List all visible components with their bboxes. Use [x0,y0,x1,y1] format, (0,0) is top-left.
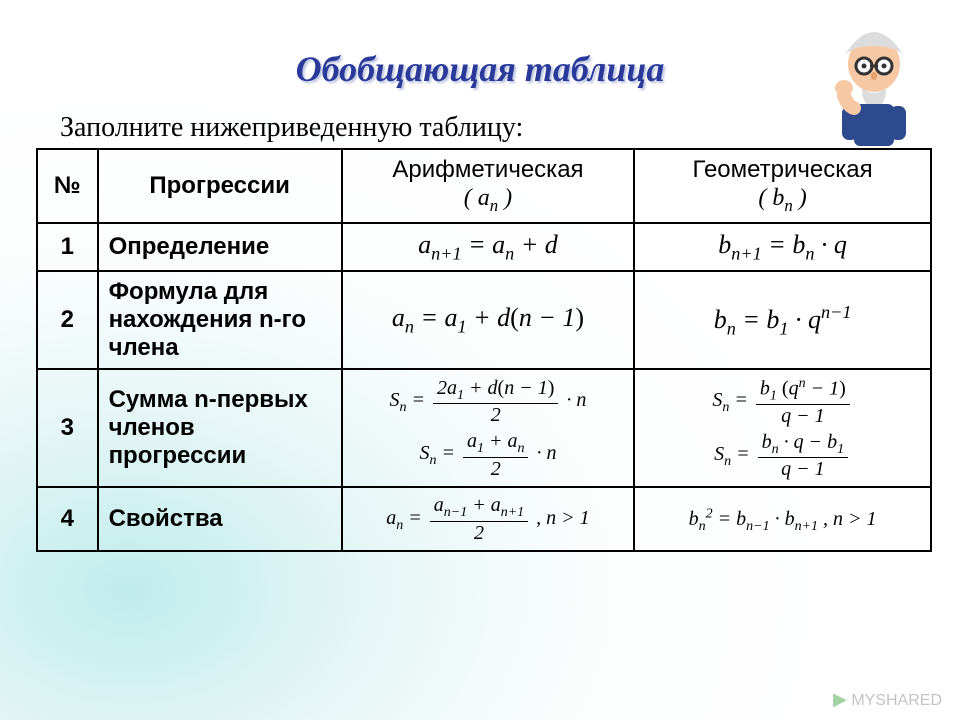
cell-formula: an = a1 + d(n − 1) [342,271,635,369]
row-label: Формула для нахождения n-го члена [98,271,342,369]
progression-table: № Прогрессии Арифметическая ( an ) Геоме… [36,148,932,552]
page-title: Обобщающая таблица [0,48,960,90]
row-num: 1 [37,223,98,271]
row-num: 2 [37,271,98,369]
cell-formula: bn = b1 · qn−1 [634,271,931,369]
watermark: ▶ MYSHARED [833,689,942,710]
cell-formula: bn+1 = bn · q [634,223,931,271]
watermark-text: MYSHARED [851,692,942,709]
cell-formula: Sn = 2a1 + d(n − 1)2 · n Sn = a1 + an2 ·… [342,369,635,487]
header-arith: Арифметическая ( an ) [342,149,635,223]
row-label: Определение [98,223,342,271]
table-row: 3 Сумма n-первых членов прогрессии Sn = … [37,369,931,487]
table-row: 1 Определение an+1 = an + d bn+1 = bn · … [37,223,931,271]
header-geom: Геометрическая ( bn ) [634,149,931,223]
page-subtitle: Заполните нижеприведенную таблицу: [60,112,523,144]
cell-formula: bn2 = bn−1 · bn+1 , n > 1 [634,487,931,550]
play-icon: ▶ [833,689,847,709]
cell-formula: an+1 = an + d [342,223,635,271]
table-row: 2 Формула для нахождения n-го члена an =… [37,271,931,369]
row-label: Сумма n-первых членов прогрессии [98,369,342,487]
row-num: 4 [37,487,98,550]
header-geom-label: Геометрическая [693,156,873,183]
header-prog: Прогрессии [98,149,342,223]
row-label: Свойства [98,487,342,550]
table-row: 4 Свойства an = an−1 + an+12 , n > 1 bn2… [37,487,931,550]
header-num: № [37,149,98,223]
cell-formula: Sn = b1 (qn − 1)q − 1 Sn = bn · q − b1q … [634,369,931,487]
header-row: № Прогрессии Арифметическая ( an ) Геоме… [37,149,931,223]
header-arith-label: Арифметическая [392,156,583,183]
row-num: 3 [37,369,98,487]
cell-formula: an = an−1 + an+12 , n > 1 [342,487,635,550]
